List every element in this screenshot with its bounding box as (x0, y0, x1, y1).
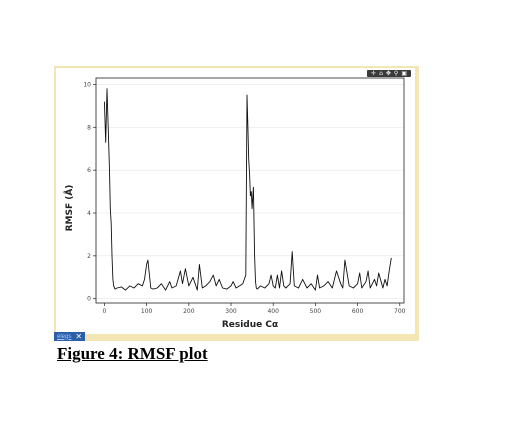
plot-canvas: 0 2 4 6 8 10 0 100 200 300 400 500 600 700 RMSF (Å) R… (56, 68, 415, 334)
x-tick-label: 500 (310, 308, 322, 315)
y-tick-label: 8 (87, 124, 91, 131)
x-tick-label: 200 (183, 308, 195, 315)
tag-chip[interactable]: elegs ✕ (54, 332, 86, 341)
x-tick-label: 600 (352, 308, 364, 315)
x-tick-label: 300 (225, 308, 237, 315)
x-tick-label: 0 (103, 308, 107, 315)
x-tick-label: 700 (394, 308, 406, 315)
save-icon[interactable]: ▣ (401, 70, 407, 77)
move-arrows-icon[interactable]: ✛ (371, 70, 377, 77)
x-tick-label: 100 (141, 308, 153, 315)
y-tick-label: 10 (83, 81, 91, 88)
plot-window: 0 2 4 6 8 10 0 100 200 300 400 500 600 700 RMSF (Å) R… (54, 66, 419, 341)
series (103, 88, 392, 291)
figure-caption: Figure 4: RMSF plot (57, 344, 208, 363)
plot-toolbar: ✛ ⌂ ✥ ⚲ ▣ (367, 70, 411, 77)
axes-frame (95, 77, 405, 304)
home-icon[interactable]: ⌂ (379, 70, 383, 77)
tag-label[interactable]: elegs (57, 333, 72, 340)
x-tick-label: 400 (267, 308, 279, 315)
close-icon[interactable]: ✕ (75, 332, 83, 341)
y-tick-label: 6 (87, 167, 91, 174)
y-axis-label: RMSF (Å) (64, 185, 75, 232)
y-tick-label: 2 (87, 253, 91, 260)
x-axis-label: Residue Cα (222, 320, 278, 330)
y-tick-label: 0 (87, 296, 91, 303)
pan-icon[interactable]: ✥ (385, 70, 391, 77)
y-tick-label: 4 (87, 210, 91, 217)
zoom-icon[interactable]: ⚲ (393, 70, 399, 77)
grid (96, 84, 404, 300)
rmsf-series-line (103, 88, 392, 291)
